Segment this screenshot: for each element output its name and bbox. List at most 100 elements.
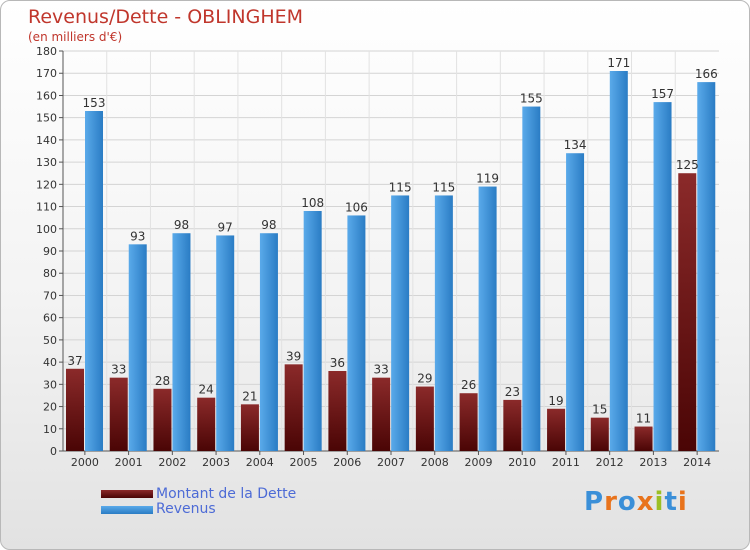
bars — [66, 71, 716, 452]
y-tick-label: 30 — [43, 378, 57, 391]
debt-value-label: 33 — [111, 363, 126, 377]
y-tick-label: 40 — [43, 356, 57, 369]
axes: 0 10 20 30 40 50 60 70 80 90 100 110 120 130 140 150 160… — [36, 45, 719, 469]
debt-value-label: 15 — [592, 403, 607, 417]
revenue-bar — [609, 71, 628, 451]
debt-bar — [240, 404, 259, 451]
y-tick-label: 0 — [50, 445, 57, 458]
revenue-bar — [347, 215, 366, 451]
revenue-value-label: 155 — [520, 92, 543, 106]
revenue-bar — [478, 186, 497, 452]
revenue-value-label: 108 — [301, 196, 324, 210]
chart-subtitle: (en milliers d'€) — [28, 30, 123, 44]
revenue-bar — [128, 244, 147, 451]
y-tick-label: 60 — [43, 312, 57, 325]
debt-bar — [328, 371, 347, 451]
proxiti-logo: Proxiti — [584, 487, 688, 517]
revenue-value-label: 166 — [695, 67, 718, 81]
revenue-value-label: 171 — [607, 56, 630, 70]
debt-bar — [197, 397, 216, 451]
revenue-bar — [522, 106, 541, 452]
debt-value-label: 29 — [417, 372, 432, 386]
revenue-bar — [303, 211, 322, 451]
debt-bar — [590, 417, 609, 451]
revenue-value-label: 119 — [476, 172, 499, 186]
legend-label-revenue: Revenus — [156, 501, 216, 517]
y-tick-label: 150 — [36, 112, 57, 125]
debt-bar — [678, 173, 697, 451]
logo-letter: r — [604, 487, 618, 517]
revenue-bar — [434, 195, 453, 451]
y-tick-label: 100 — [36, 223, 57, 236]
x-tick-label: 2010 — [508, 456, 536, 469]
x-tick-label: 2012 — [596, 456, 624, 469]
x-tick-label: 2007 — [377, 456, 405, 469]
x-tick-label: 2000 — [71, 456, 99, 469]
y-tick-label: 80 — [43, 267, 57, 280]
debt-bar — [109, 377, 128, 451]
debt-value-label: 28 — [155, 374, 170, 388]
x-tick-label: 2004 — [246, 456, 274, 469]
y-tick-label: 10 — [43, 423, 57, 436]
debt-bar — [66, 368, 84, 451]
revenue-bar — [391, 195, 410, 451]
x-tick-label: 2006 — [333, 456, 361, 469]
revenue-value-label: 98 — [261, 218, 276, 232]
logo-letter: t — [664, 487, 678, 517]
revenue-bar — [85, 111, 103, 451]
data-labels: 37 153 33 93 28 98 24 97 21 98 39 108 36 106 33 115 29 11… — [67, 56, 717, 426]
revenue-value-label: 157 — [651, 87, 674, 101]
debt-bar — [415, 386, 434, 451]
debt-bar — [503, 399, 522, 451]
revenue-value-label: 93 — [130, 229, 145, 243]
x-tick-label: 2002 — [158, 456, 186, 469]
y-tick-label: 110 — [36, 201, 57, 214]
x-tick-label: 2013 — [639, 456, 667, 469]
x-tick-label: 2001 — [115, 456, 143, 469]
x-tick-label: 2009 — [464, 456, 492, 469]
x-tick-label: 2011 — [552, 456, 580, 469]
grid-lines — [63, 50, 719, 452]
y-tick-label: 70 — [43, 289, 57, 302]
debt-value-label: 21 — [242, 389, 257, 403]
revenue-bar — [566, 153, 585, 451]
x-tick-label: 2014 — [683, 456, 711, 469]
revenue-bar — [172, 233, 191, 451]
x-tick-label: 2005 — [290, 456, 318, 469]
debt-value-label: 26 — [461, 378, 476, 392]
revenue-value-label: 115 — [389, 180, 412, 194]
legend-swatch-revenue — [101, 506, 153, 514]
x-tick-label: 2008 — [421, 456, 449, 469]
y-tick-label: 90 — [43, 245, 57, 258]
debt-value-label: 36 — [330, 356, 345, 370]
revenue-bar — [697, 82, 716, 451]
revenue-value-label: 134 — [564, 138, 587, 152]
chart-title: Revenus/Dette - OBLINGHEM — [28, 6, 303, 28]
debt-value-label: 37 — [67, 354, 82, 368]
debt-bar — [547, 408, 566, 451]
revenue-value-label: 153 — [83, 96, 106, 110]
debt-bar — [372, 377, 391, 451]
y-tick-label: 120 — [36, 178, 57, 191]
debt-bar — [153, 388, 172, 451]
debt-value-label: 19 — [548, 394, 563, 408]
revenue-bar — [216, 235, 235, 451]
debt-value-label: 125 — [676, 158, 699, 172]
y-tick-label: 140 — [36, 134, 57, 147]
debt-value-label: 39 — [286, 349, 301, 363]
legend-label-debt: Montant de la Dette — [156, 486, 297, 502]
y-tick-label: 20 — [43, 401, 57, 414]
debt-bar — [284, 364, 303, 451]
debt-bar — [459, 393, 478, 451]
logo-letter: P — [584, 487, 605, 517]
logo-letter: x — [636, 487, 655, 517]
logo-letter: i — [654, 487, 665, 517]
revenue-value-label: 106 — [345, 200, 368, 214]
logo-letter: i — [677, 487, 688, 517]
y-tick-label: 180 — [36, 45, 57, 58]
revenue-value-label: 97 — [218, 220, 233, 234]
y-tick-label: 170 — [36, 67, 57, 80]
debt-value-label: 11 — [636, 412, 651, 426]
